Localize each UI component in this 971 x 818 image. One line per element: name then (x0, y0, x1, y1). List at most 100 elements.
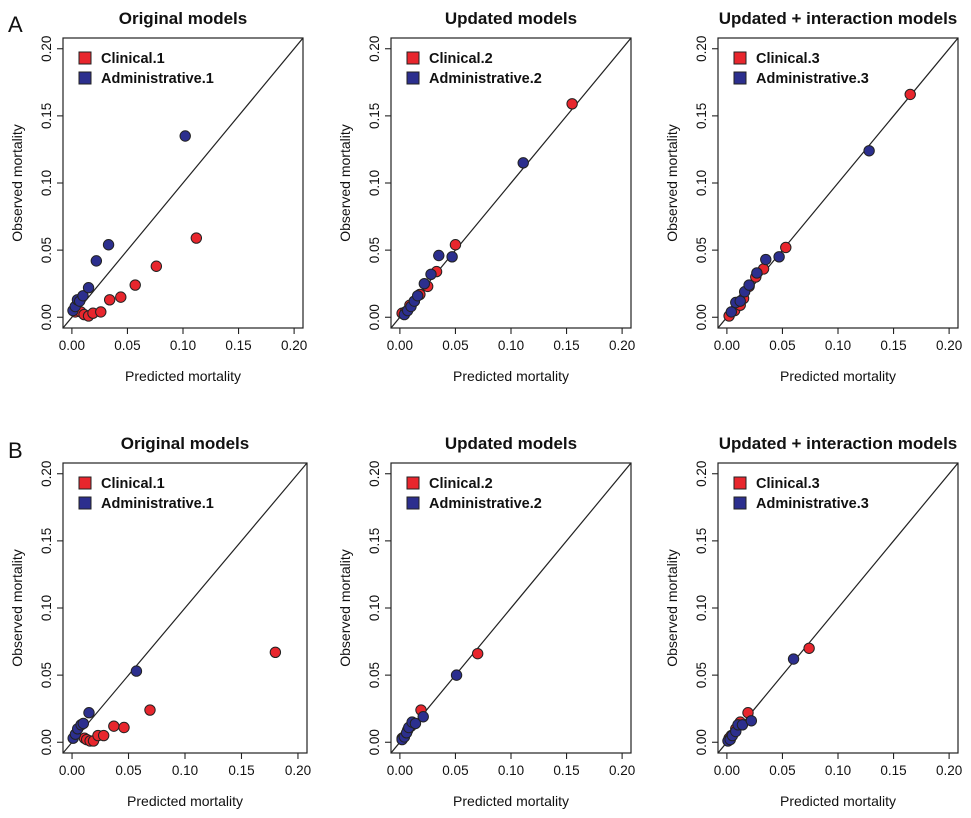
x-tick-label: 0.00 (59, 338, 85, 353)
data-point (102, 239, 115, 251)
data-point (773, 251, 785, 263)
data-point (734, 295, 746, 307)
y-tick-label: 0.10 (39, 170, 54, 196)
data-point (566, 98, 578, 110)
y-tick-label: 0.15 (39, 528, 54, 554)
legend-swatch (406, 51, 420, 65)
plot-title: Updated + interaction models (719, 434, 958, 453)
x-tick-label: 0.00 (387, 763, 413, 778)
x-axis-label: Predicted mortality (453, 368, 569, 384)
y-tick-label: 0.10 (367, 170, 382, 196)
data-point (418, 277, 431, 290)
legend-label: Clinical.3 (756, 476, 820, 492)
x-tick-label: 0.15 (553, 338, 579, 353)
data-point (83, 707, 95, 719)
data-point (471, 647, 484, 660)
series-2 (396, 669, 463, 746)
legend-label: Administrative.1 (101, 496, 214, 512)
series-1 (69, 232, 203, 322)
data-point (108, 720, 120, 732)
y-tick-label: 0.00 (694, 304, 709, 330)
data-point (90, 255, 103, 267)
legend-label: Administrative.2 (429, 496, 542, 512)
legend-swatch (733, 476, 747, 490)
plot-panel-4: Original models 0.00 0.05 0.10 0.15 0.20 0.00 0… (9, 434, 311, 809)
x-tick-label: 0.15 (228, 763, 254, 778)
x-tick-label: 0.05 (115, 763, 141, 778)
data-point (77, 717, 90, 730)
y-tick-label: 0.15 (39, 103, 54, 129)
y-axis-label: Observed mortality (337, 124, 353, 241)
legend-label: Clinical.1 (101, 51, 165, 67)
x-tick-label: 0.20 (609, 338, 635, 353)
plot-panel-5: Updated models 0.00 0.05 0.10 0.15 0.20 0.00 0.… (337, 434, 635, 809)
y-tick-label: 0.20 (39, 461, 54, 487)
legend-label: Administrative.3 (756, 496, 869, 512)
y-axis-label: Observed mortality (664, 124, 680, 241)
reference-line (718, 463, 958, 753)
x-tick-label: 0.05 (769, 763, 795, 778)
data-point (150, 260, 163, 272)
legend-swatch (78, 476, 92, 490)
plot-title: Original models (121, 434, 249, 453)
plot-panel-3: Updated + interaction models 0.00 0.05 0.10… (664, 9, 962, 384)
data-point (179, 130, 191, 142)
data-point (725, 306, 738, 318)
y-tick-label: 0.15 (367, 103, 382, 129)
x-tick-label: 0.20 (936, 763, 962, 778)
data-point (425, 268, 437, 280)
data-point (517, 157, 529, 169)
x-tick-label: 0.20 (281, 338, 307, 353)
plot-panel-1: Original models 0.00 0.05 0.10 0.15 0.20 0.00 0… (9, 9, 307, 384)
plot-title: Updated models (445, 9, 577, 28)
y-tick-label: 0.00 (39, 729, 54, 755)
data-point (780, 241, 792, 254)
data-point (743, 279, 755, 291)
x-tick-label: 0.00 (714, 763, 740, 778)
y-axis-label: Observed mortality (337, 549, 353, 666)
data-point (863, 145, 875, 157)
data-point (787, 653, 800, 665)
y-tick-label: 0.15 (694, 528, 709, 554)
y-tick-label: 0.10 (39, 595, 54, 621)
legend-label: Clinical.3 (756, 51, 820, 67)
panel-label-b: B (8, 438, 23, 463)
x-tick-label: 0.15 (225, 338, 251, 353)
x-tick-label: 0.05 (114, 338, 140, 353)
legend-swatch (78, 496, 92, 510)
x-tick-label: 0.20 (609, 763, 635, 778)
x-tick-label: 0.05 (442, 338, 468, 353)
y-tick-label: 0.15 (694, 103, 709, 129)
y-tick-label: 0.15 (367, 528, 382, 554)
y-tick-label: 0.20 (694, 461, 709, 487)
x-tick-label: 0.00 (387, 338, 413, 353)
data-point (115, 291, 127, 303)
x-tick-label: 0.20 (285, 763, 311, 778)
legend-swatch (733, 51, 747, 65)
y-tick-label: 0.10 (367, 595, 382, 621)
plot-grid: Original models 0.00 0.05 0.10 0.15 0.20 0.00 0… (9, 9, 962, 809)
data-point (446, 251, 458, 263)
series-2 (722, 653, 800, 747)
x-tick-label: 0.10 (825, 338, 851, 353)
series-2 (398, 157, 529, 321)
x-tick-label: 0.10 (170, 338, 196, 353)
y-tick-label: 0.05 (39, 237, 54, 263)
y-axis-label: Observed mortality (9, 124, 25, 241)
data-point (409, 717, 422, 730)
data-point (95, 306, 107, 318)
y-tick-label: 0.00 (694, 729, 709, 755)
legend-swatch (406, 476, 420, 490)
y-tick-label: 0.00 (39, 304, 54, 330)
x-axis-label: Predicted mortality (125, 368, 241, 384)
series-2 (67, 130, 191, 317)
plot-panel-2: Updated models 0.00 0.05 0.10 0.15 0.20 0.00 0.… (337, 9, 635, 384)
panel-label-a: A (8, 12, 23, 37)
legend-label: Administrative.3 (756, 71, 869, 87)
y-tick-label: 0.20 (694, 36, 709, 62)
legend-label: Clinical.1 (101, 476, 165, 492)
data-point (118, 721, 130, 734)
legend-swatch (733, 496, 747, 510)
data-point (269, 646, 282, 659)
x-tick-label: 0.00 (59, 763, 85, 778)
